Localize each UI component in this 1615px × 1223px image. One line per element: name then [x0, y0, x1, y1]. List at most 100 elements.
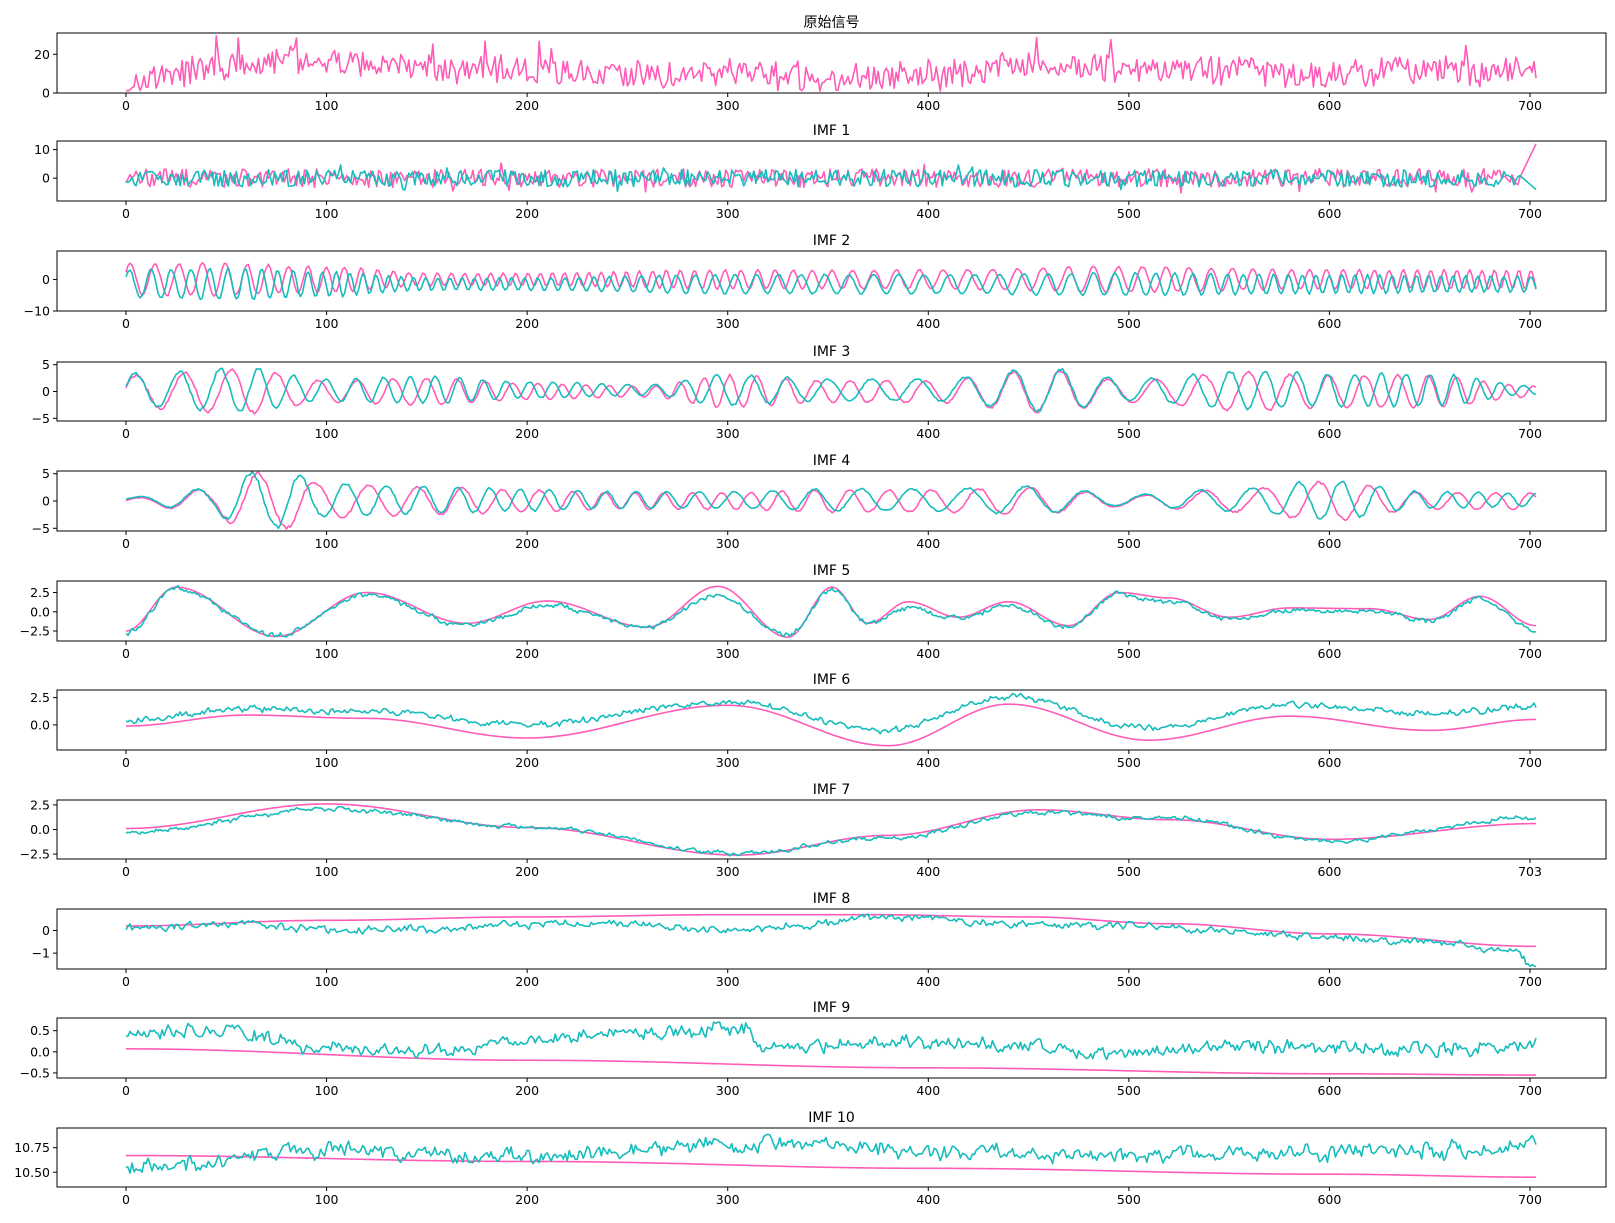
x-tick-label: 400	[916, 646, 940, 661]
x-tick-label: 400	[916, 1083, 940, 1098]
series-line-pink	[125, 35, 1537, 92]
x-tick-label: 703	[1518, 864, 1542, 879]
subplot-title: IMF 3	[813, 344, 851, 360]
x-tick-label: 600	[1317, 974, 1341, 989]
x-tick-label: 500	[1117, 536, 1141, 551]
y-tick-label: 0	[42, 384, 50, 399]
subplot-title: 原始信号	[804, 15, 860, 31]
plot-frame	[56, 470, 1607, 532]
series-line-pink	[125, 703, 1537, 747]
series-line-teal	[125, 367, 1537, 413]
plot-frame	[56, 250, 1607, 312]
x-tick-label: 100	[315, 206, 339, 221]
x-tick-label: 600	[1317, 1192, 1341, 1207]
x-tick-label: 0	[122, 755, 130, 770]
x-tick-label: 100	[315, 755, 339, 770]
x-tick-label: 500	[1117, 1083, 1141, 1098]
series-line-teal	[125, 471, 1537, 530]
series-line-pink	[125, 471, 1537, 530]
x-tick-label: 300	[716, 426, 740, 441]
subplot-8: IMF 8 0 100 200 300 400 500 600 700 −1 0	[32, 891, 1607, 989]
x-tick-label: 200	[515, 316, 539, 331]
y-tick-label: 20	[34, 47, 50, 62]
series-line-teal	[125, 266, 1537, 301]
y-tick-label: 0.0	[30, 1044, 50, 1059]
subplot-6: IMF 6 0 100 200 300 400 500 600 700 0.0 2.5	[30, 672, 1607, 770]
series-line-teal	[125, 692, 1537, 735]
x-tick-label: 400	[916, 755, 940, 770]
subplot-title: IMF 6	[813, 672, 851, 688]
subplot-7: IMF 7 0 100 200 300 400 500 600 703 −2.5 0.0 2.5	[20, 782, 1607, 879]
subplot-title: IMF 9	[813, 1000, 851, 1016]
y-tick-label: 0.0	[30, 822, 50, 837]
x-tick-label: 300	[716, 316, 740, 331]
x-tick-label: 400	[916, 864, 940, 879]
x-tick-label: 300	[716, 974, 740, 989]
x-tick-label: 400	[916, 974, 940, 989]
x-tick-label: 200	[515, 755, 539, 770]
series-line-pink	[125, 143, 1537, 194]
subplot-title: IMF 2	[813, 233, 851, 249]
subplot-title: IMF 10	[808, 1110, 855, 1126]
x-tick-label: 0	[122, 206, 130, 221]
x-tick-label: 100	[315, 536, 339, 551]
subplot-3: IMF 3 0 100 200 300 400 500 600 700 −5 0 5	[32, 344, 1607, 441]
series-line-pink	[126, 913, 1537, 948]
x-tick-label: 500	[1117, 426, 1141, 441]
series-line-teal	[125, 913, 1537, 968]
x-tick-label: 400	[916, 316, 940, 331]
plot-frame	[56, 140, 1607, 202]
x-tick-label: 0	[122, 1083, 130, 1098]
x-tick-label: 200	[515, 646, 539, 661]
y-tick-label: 0	[42, 86, 50, 101]
series-line-teal	[125, 1133, 1537, 1174]
x-tick-label: 100	[315, 316, 339, 331]
x-tick-label: 200	[515, 1083, 539, 1098]
x-tick-label: 700	[1518, 1192, 1542, 1207]
x-tick-label: 0	[122, 974, 130, 989]
y-tick-label: 0	[42, 494, 50, 509]
series-line-pink	[125, 368, 1537, 415]
x-tick-label: 200	[515, 536, 539, 551]
x-tick-label: 500	[1117, 864, 1141, 879]
y-tick-label: −0.5	[20, 1065, 50, 1080]
x-tick-label: 600	[1317, 864, 1341, 879]
x-tick-label: 100	[315, 864, 339, 879]
x-tick-label: 500	[1117, 974, 1141, 989]
x-tick-label: 600	[1317, 206, 1341, 221]
x-tick-label: 300	[716, 206, 740, 221]
plot-frame	[56, 1127, 1607, 1188]
x-tick-label: 300	[716, 98, 740, 113]
x-tick-label: 100	[315, 974, 339, 989]
x-tick-label: 400	[916, 1192, 940, 1207]
y-tick-label: −2.5	[20, 847, 50, 862]
subplot-1: IMF 1 0 100 200 300 400 500 600 700 0 10	[34, 123, 1607, 221]
y-tick-label: −10	[24, 304, 50, 319]
subplot-4: IMF 4 0 100 200 300 400 500 600 700 −5 0 5	[32, 453, 1607, 551]
x-tick-label: 100	[315, 98, 339, 113]
x-tick-label: 500	[1117, 1192, 1141, 1207]
x-tick-label: 400	[916, 98, 940, 113]
subplot-title: IMF 1	[813, 123, 851, 139]
x-tick-label: 500	[1117, 646, 1141, 661]
x-tick-label: 0	[122, 98, 130, 113]
x-tick-label: 200	[515, 1192, 539, 1207]
plot-frame	[56, 908, 1607, 970]
x-tick-label: 600	[1317, 426, 1341, 441]
x-tick-label: 300	[716, 1192, 740, 1207]
y-tick-label: −5	[32, 521, 50, 536]
x-tick-label: 700	[1518, 316, 1542, 331]
x-tick-label: 600	[1317, 755, 1341, 770]
x-tick-label: 300	[716, 646, 740, 661]
y-tick-label: 0	[42, 923, 50, 938]
x-tick-label: 700	[1518, 1083, 1542, 1098]
x-tick-label: 700	[1518, 974, 1542, 989]
x-tick-label: 300	[716, 1083, 740, 1098]
y-tick-label: 0.0	[30, 717, 50, 732]
series-line-teal	[125, 585, 1537, 638]
y-tick-label: 0	[42, 272, 50, 287]
x-tick-label: 500	[1117, 316, 1141, 331]
x-tick-label: 400	[916, 536, 940, 551]
subplot-title: IMF 8	[813, 891, 851, 907]
